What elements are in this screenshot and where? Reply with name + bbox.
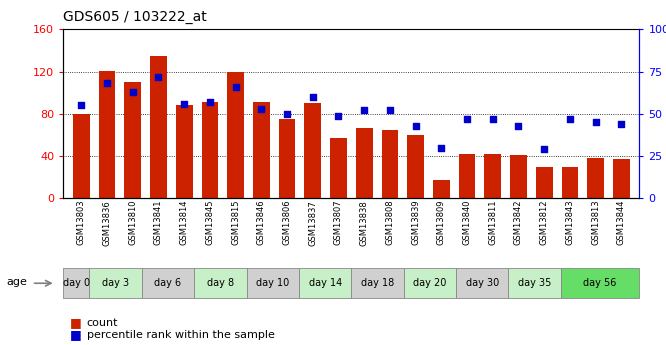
Point [590,120,601,125]
Point [513,123,524,128]
Point [436,145,447,150]
Text: day 8: day 8 [207,278,234,288]
Point [308,94,318,100]
Bar [587,158,604,198]
Bar [484,154,501,198]
Bar [99,70,115,198]
Text: day 56: day 56 [583,278,617,288]
Text: day 0: day 0 [63,278,90,288]
Point [565,116,575,122]
Text: ■: ■ [70,316,82,329]
Bar [536,167,553,198]
Text: day 3: day 3 [102,278,129,288]
Text: day 35: day 35 [518,278,551,288]
Bar [150,56,166,198]
Text: GDS605 / 103222_at: GDS605 / 103222_at [63,10,207,24]
Point [384,108,395,113]
Bar [227,71,244,198]
Bar [176,105,192,198]
Bar [459,154,476,198]
Point [488,116,498,122]
Bar [382,130,398,198]
Text: age: age [7,277,27,287]
Bar [330,138,347,198]
Text: day 30: day 30 [466,278,499,288]
Bar [510,155,527,198]
Point [76,102,87,108]
Text: day 10: day 10 [256,278,290,288]
Point [204,99,215,105]
Bar [407,135,424,198]
Bar [202,102,218,198]
Point [256,106,266,111]
Bar [561,167,578,198]
Text: day 20: day 20 [413,278,447,288]
Point [178,101,189,107]
Bar [253,102,270,198]
Bar [356,128,372,198]
Bar [73,114,90,198]
Point [153,74,164,79]
Point [616,121,627,127]
Point [102,81,113,86]
Text: day 18: day 18 [361,278,394,288]
Point [333,113,344,118]
Point [359,108,370,113]
Point [539,147,549,152]
Text: percentile rank within the sample: percentile rank within the sample [87,330,274,339]
Text: day 6: day 6 [155,278,182,288]
Text: day 14: day 14 [308,278,342,288]
Text: ■: ■ [70,328,82,341]
Point [282,111,292,117]
Point [410,123,421,128]
Bar [304,103,321,198]
Bar [278,119,296,198]
Bar [125,82,141,198]
Bar [433,180,450,198]
Point [127,89,138,95]
Text: count: count [87,318,118,327]
Bar [613,159,630,198]
Point [230,84,241,90]
Point [462,116,472,122]
